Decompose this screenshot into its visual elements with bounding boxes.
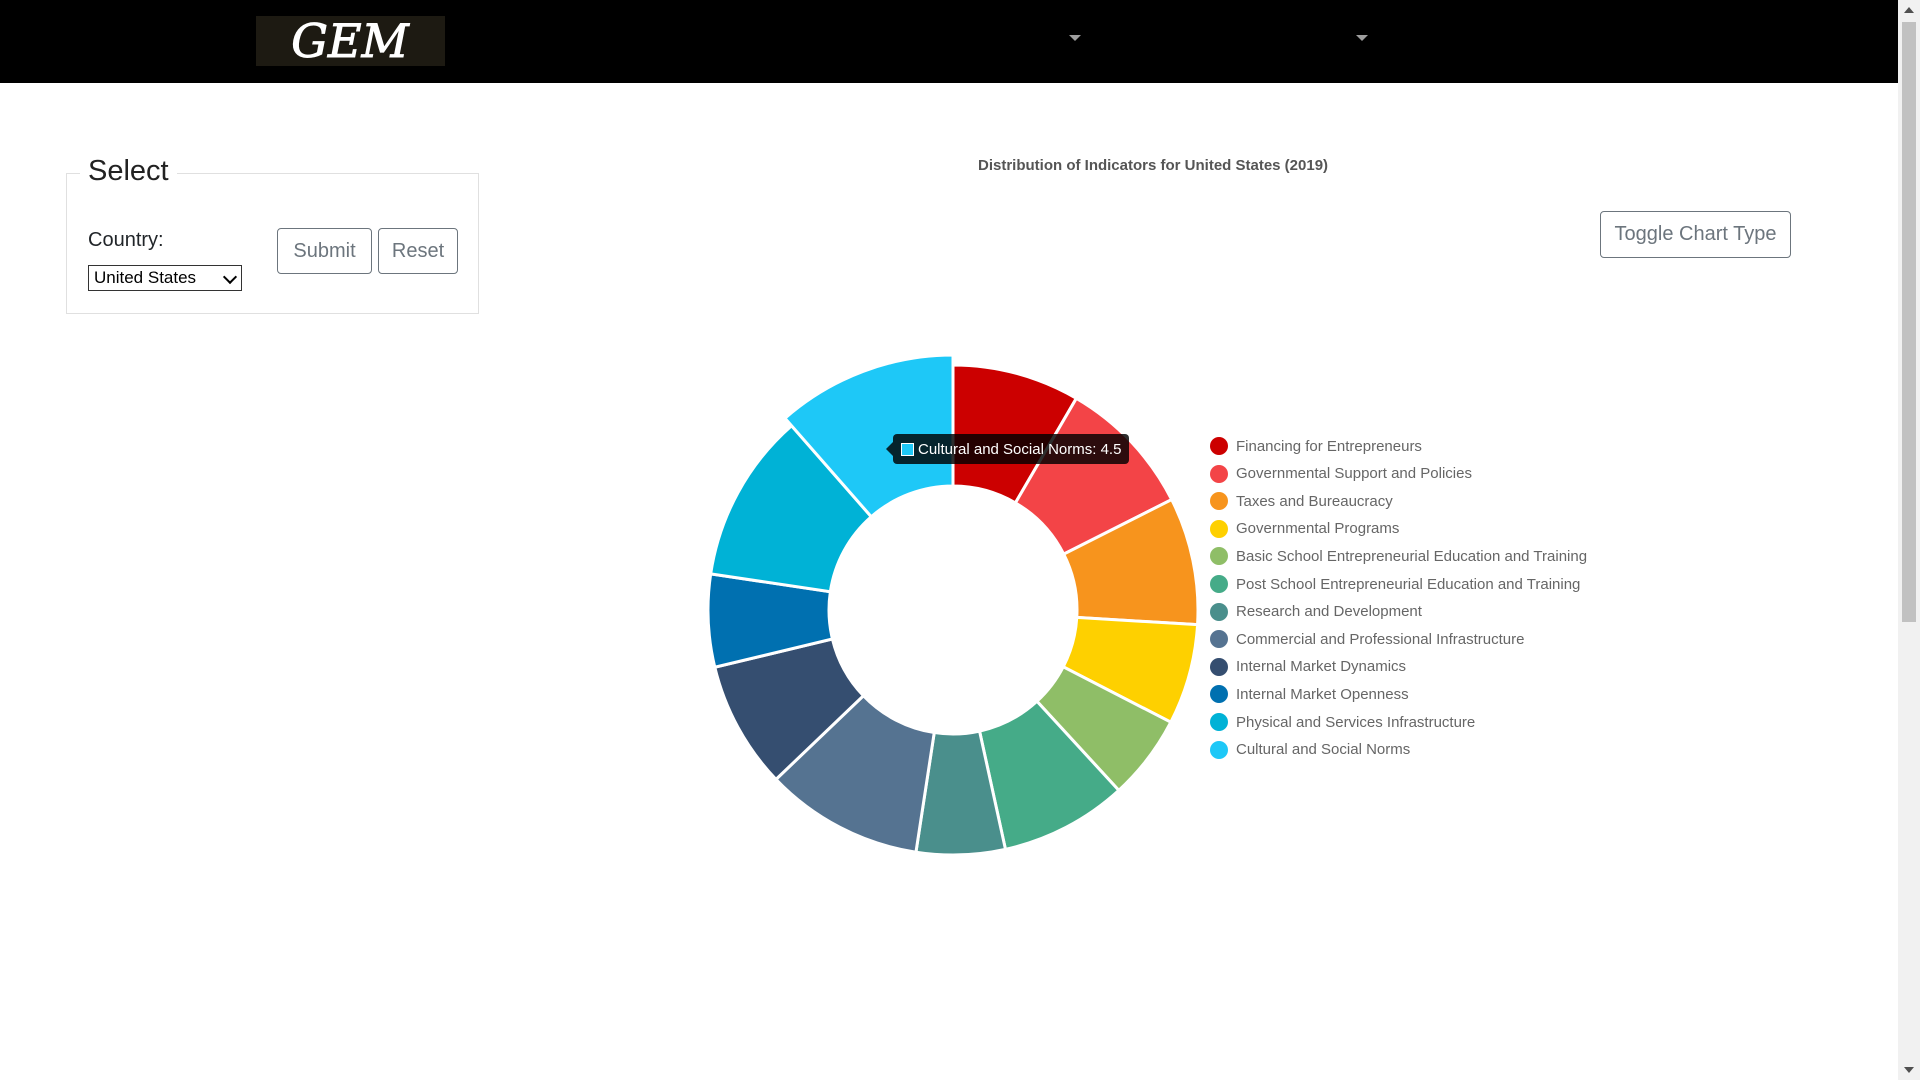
legend-item[interactable]: Internal Market Dynamics (1210, 657, 1406, 677)
select-legend: Select (80, 155, 177, 188)
country-select[interactable]: United States (88, 265, 242, 291)
reset-button[interactable]: Reset (378, 228, 458, 274)
legend-swatch (1210, 713, 1228, 731)
nav-behaviour-and-attitudes[interactable]: BEHAVIOUR AND ATTITUDES (837, 31, 1081, 49)
legend-item[interactable]: Post School Entrepreneurial Education an… (1210, 574, 1580, 594)
legend-label: Governmental Support and Policies (1236, 465, 1472, 483)
toggle-chart-type-button[interactable]: Toggle Chart Type (1600, 211, 1791, 258)
chart-tooltip: Cultural and Social Norms: 4.5 (885, 434, 1130, 464)
legend-label: Internal Market Openness (1236, 685, 1409, 703)
vertical-scrollbar[interactable] (1898, 0, 1920, 1080)
nav-framework-conditions[interactable]: FRAMEWORK CONDITIONS (1135, 31, 1368, 49)
tooltip-text: Cultural and Social Norms: 4.5 (918, 440, 1122, 458)
legend-label: Governmental Programs (1236, 520, 1400, 538)
chevron-down-icon (222, 269, 238, 285)
legend-label: Internal Market Dynamics (1236, 658, 1407, 676)
legend-swatch (1210, 602, 1228, 621)
logo-text: GEM (291, 17, 410, 65)
legend-swatch (1210, 437, 1228, 455)
navbar: GEM BEHAVIOUR AND ATTITUDES FRAMEWORK CO… (0, 0, 1898, 83)
legend-swatch (1210, 740, 1228, 759)
legend-label: Financing for Entrepreneurs (1236, 437, 1422, 455)
legend-item[interactable]: Internal Market Openness (1210, 684, 1409, 704)
legend-item[interactable]: Cultural and Social Norms (1210, 740, 1410, 760)
legend-swatch (1210, 464, 1228, 483)
legend-swatch (1210, 547, 1228, 566)
nav-technologies-label: TECHNOLOGIES (1421, 31, 1549, 48)
legend-item[interactable]: Commercial and Professional Infrastructu… (1210, 629, 1524, 649)
country-select-value: United States (94, 268, 197, 287)
select-fieldset (66, 173, 479, 314)
legend-item[interactable]: Governmental Support and Policies (1210, 464, 1472, 484)
legend-swatch (1210, 630, 1228, 649)
legend-item[interactable]: Governmental Programs (1210, 519, 1399, 539)
chevron-down-icon (1355, 35, 1368, 42)
nav-behaviour-label: BEHAVIOUR AND ATTITUDES (837, 31, 1059, 48)
legend-label: Basic School Entrepreneurial Education a… (1236, 547, 1588, 565)
legend-label: Commercial and Professional Infrastructu… (1236, 630, 1525, 648)
tooltip-swatch (901, 442, 914, 456)
chevron-down-icon (1068, 35, 1081, 42)
legend-swatch (1210, 519, 1228, 538)
chart-title: Distribution of Indicators for United St… (978, 157, 1329, 174)
scroll-down-icon[interactable] (1904, 1067, 1914, 1073)
legend-swatch (1210, 657, 1228, 676)
legend-label: Taxes and Bureaucracy (1236, 492, 1393, 510)
legend-label: Cultural and Social Norms (1236, 741, 1411, 759)
gem-logo[interactable]: GEM (256, 16, 445, 66)
nav-technologies[interactable]: TECHNOLOGIES (1421, 31, 1548, 49)
country-label: Country: (88, 229, 164, 251)
scrollbar-thumb[interactable] (1902, 22, 1916, 622)
legend-label: Post School Entrepreneurial Education an… (1236, 575, 1581, 593)
gem-logo-mark: GEM (291, 17, 411, 65)
submit-button[interactable]: Submit (277, 228, 372, 274)
legend-swatch (1210, 492, 1228, 511)
nav-team[interactable]: TEAM (1582, 31, 1626, 49)
legend-label: Physical and Services Infrastructure (1236, 713, 1476, 731)
legend-label: Research and Development (1236, 603, 1422, 621)
nav-framework-label: FRAMEWORK CONDITIONS (1135, 31, 1346, 48)
donut-chart (706, 353, 1200, 857)
nav-team-label: TEAM (1582, 31, 1627, 48)
donut-segment-cultural-and-social-norms[interactable] (782, 353, 955, 519)
legend-swatch (1210, 685, 1228, 704)
legend-item[interactable]: Taxes and Bureaucracy (1210, 491, 1393, 511)
legend-item[interactable]: Basic School Entrepreneurial Education a… (1210, 546, 1587, 566)
legend-item[interactable]: Research and Development (1210, 602, 1422, 622)
legend-item[interactable]: Physical and Services Infrastructure (1210, 712, 1475, 732)
scroll-up-icon[interactable] (1904, 7, 1914, 13)
legend-swatch (1210, 575, 1228, 593)
legend-item[interactable]: Financing for Entrepreneurs (1210, 436, 1422, 456)
